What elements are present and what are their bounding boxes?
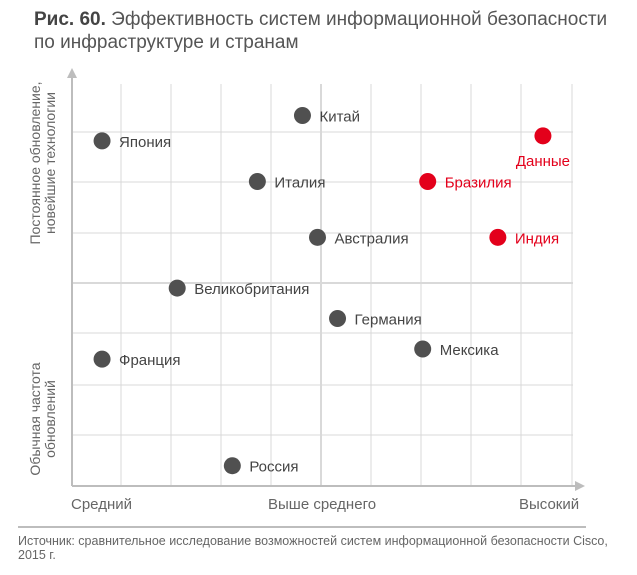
- source-note: Источник: сравнительное исследование воз…: [18, 534, 608, 562]
- point-7-label: Великобритания: [194, 281, 309, 298]
- point-0-marker: [293, 107, 311, 125]
- point-8-label: Германия: [355, 312, 422, 329]
- point-2-label: Данные: [516, 153, 570, 170]
- point-0-label: Китай: [319, 109, 360, 126]
- point-10-marker: [93, 350, 111, 368]
- point-2-marker: [534, 127, 552, 145]
- point-4-marker: [419, 173, 437, 190]
- point-4-label: Бразилия: [445, 175, 512, 192]
- plot-axes: [67, 68, 585, 491]
- footer-divider: [18, 526, 586, 528]
- point-6-marker: [489, 228, 507, 246]
- x-tick-label-high: Высокий: [519, 496, 580, 513]
- point-1-marker: [93, 132, 111, 150]
- point-3-label: Италия: [274, 175, 325, 192]
- point-11-marker: [223, 457, 241, 475]
- point-6-label: Индия: [515, 230, 559, 247]
- x-axis-arrow: [575, 481, 585, 491]
- point-9-label: Мексика: [440, 342, 500, 359]
- point-7-marker: [168, 279, 186, 297]
- x-tick-label-above-average: Выше среднего: [268, 496, 377, 513]
- point-10-label: Франция: [119, 352, 180, 369]
- chart-title: Рис. 60. Эффективность систем информацио…: [34, 8, 624, 54]
- y-axis-arrow: [67, 68, 77, 78]
- figure-number: Рис. 60.: [34, 9, 106, 30]
- x-tick-label-average: Средний: [71, 496, 132, 513]
- point-9-marker: [414, 340, 432, 358]
- point-8-marker: [329, 310, 347, 328]
- data-points: Китай Япония Данные Италия Бразилия Австралия…: [93, 107, 570, 476]
- point-1-label: Япония: [119, 134, 171, 151]
- point-5-marker: [308, 228, 326, 246]
- figure-title: Эффективность систем информационной безо…: [34, 9, 608, 53]
- point-11-label: Россия: [249, 459, 298, 476]
- point-5-label: Австралия: [334, 230, 408, 247]
- point-3-marker: [248, 173, 266, 190]
